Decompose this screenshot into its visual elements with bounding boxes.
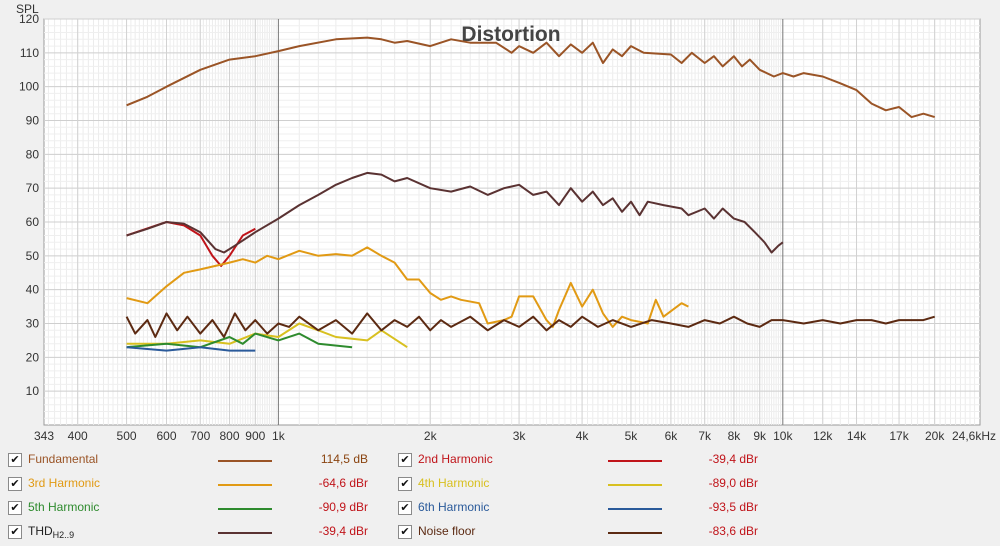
legend-swatch: [608, 484, 662, 486]
x-tick-label: 17k: [889, 429, 909, 443]
legend-swatch: [608, 508, 662, 510]
legend-value: -93,5 dBr: [708, 500, 758, 514]
x-tick-label: 12k: [813, 429, 833, 443]
legend-label: THDH2..9: [28, 524, 75, 540]
legend-checkbox[interactable]: ✔: [398, 453, 412, 467]
legend-label: 2nd Harmonic: [418, 452, 493, 466]
x-tick-label: 9k: [753, 429, 767, 443]
legend-checkbox[interactable]: ✔: [398, 477, 412, 491]
y-tick-label: 10: [26, 384, 40, 398]
legend-label: Fundamental: [28, 452, 99, 466]
x-tick-label: 5k: [625, 429, 639, 443]
x-tick-label: 1k: [272, 429, 286, 443]
x-tick-label: 2k: [424, 429, 438, 443]
x-tick-label: 3k: [513, 429, 527, 443]
series-line-5th-harmonic: [126, 332, 353, 349]
y-tick-label: 90: [26, 114, 40, 128]
legend-value: -39,4 dBr: [318, 524, 368, 538]
legend-item-thd: ✔ THDH2..9 -39,4 dBr: [8, 522, 388, 542]
y-tick-label: 20: [26, 350, 40, 364]
legend-checkbox[interactable]: ✔: [8, 477, 22, 491]
x-tick-label: 6k: [665, 429, 679, 443]
series-line-thd: [126, 171, 784, 254]
legend-value: -83,6 dBr: [708, 524, 758, 538]
legend-label: 5th Harmonic: [28, 500, 100, 514]
legend-item-6th-harmonic: ✔ 6th Harmonic -93,5 dBr: [398, 498, 778, 518]
x-tick-label: 14k: [847, 429, 867, 443]
legend-checkbox[interactable]: ✔: [398, 525, 412, 539]
chart-title: Distortion: [461, 23, 560, 46]
series-line-3rd-harmonic: [126, 246, 689, 328]
y-tick-label: 80: [26, 147, 40, 161]
x-tick-label: 24,6kHz: [952, 429, 996, 443]
legend-checkbox[interactable]: ✔: [8, 501, 22, 515]
legend-swatch: [608, 532, 662, 534]
x-tick-label: 900: [245, 429, 265, 443]
x-tick-label: 7k: [698, 429, 712, 443]
y-tick-label: 50: [26, 249, 40, 263]
series-line-4th-harmonic: [126, 322, 408, 349]
legend-swatch: [218, 484, 272, 486]
y-tick-label: 120: [19, 12, 39, 26]
x-tick-label: 800: [220, 429, 240, 443]
legend-swatch: [608, 460, 662, 462]
legend-value: 114,5 dB: [320, 452, 368, 466]
series-line-fundamental: [126, 36, 935, 119]
legend-item-2nd-harmonic: ✔ 2nd Harmonic -39,4 dBr: [398, 450, 778, 470]
x-tick-label: 8k: [728, 429, 742, 443]
y-tick-label: 60: [26, 215, 40, 229]
legend-value: -64,6 dBr: [318, 476, 368, 490]
y-axis-label: SPL: [16, 2, 39, 16]
legend-label: 3rd Harmonic: [28, 476, 101, 490]
legend-item-noise-floor: ✔ Noise floor -83,6 dBr: [398, 522, 778, 542]
x-tick-label: 10k: [773, 429, 793, 443]
x-tick-label: 700: [190, 429, 210, 443]
legend-swatch: [218, 532, 272, 534]
y-tick-label: 40: [26, 283, 40, 297]
x-tick-label: 343: [34, 429, 54, 443]
y-tick-label: 110: [20, 46, 39, 60]
chart-legend: ✔ Fundamental 114,5 dB ✔ 2nd Harmonic -39,4 d…: [0, 446, 1000, 546]
legend-label: Noise floor: [418, 524, 476, 538]
series-line-noise-floor: [125, 312, 935, 338]
legend-checkbox[interactable]: ✔: [8, 525, 22, 539]
y-tick-label: 100: [19, 80, 39, 94]
legend-item-fundamental: ✔ Fundamental 114,5 dB: [8, 450, 388, 470]
x-tick-label: 400: [68, 429, 88, 443]
series-line-6th-harmonic: [126, 346, 256, 352]
legend-item-3rd-harmonic: ✔ 3rd Harmonic -64,6 dBr: [8, 474, 388, 494]
legend-value: -39,4 dBr: [708, 452, 758, 466]
legend-checkbox[interactable]: ✔: [8, 453, 22, 467]
legend-checkbox[interactable]: ✔: [398, 501, 412, 515]
legend-label: 6th Harmonic: [418, 500, 490, 514]
x-tick-label: 4k: [576, 429, 590, 443]
y-tick-label: 70: [26, 181, 40, 195]
legend-swatch: [218, 460, 272, 462]
legend-item-5th-harmonic: ✔ 5th Harmonic -90,9 dBr: [8, 498, 388, 518]
x-tick-label: 500: [117, 429, 137, 443]
distortion-chart: 10 20 30 40 50 60 70 80 90 100 110 120 343 400 500 600 7…: [16, 2, 996, 443]
legend-label: 4th Harmonic: [418, 476, 490, 490]
y-tick-label: 30: [26, 317, 40, 331]
legend-swatch: [218, 508, 272, 510]
legend-value: -90,9 dBr: [318, 500, 368, 514]
legend-item-4th-harmonic: ✔ 4th Harmonic -89,0 dBr: [398, 474, 778, 494]
legend-label-subscript: H2..9: [52, 530, 75, 540]
x-tick-label: 20k: [925, 429, 945, 443]
x-tick-label: 600: [156, 429, 176, 443]
legend-value: -89,0 dBr: [708, 476, 758, 490]
